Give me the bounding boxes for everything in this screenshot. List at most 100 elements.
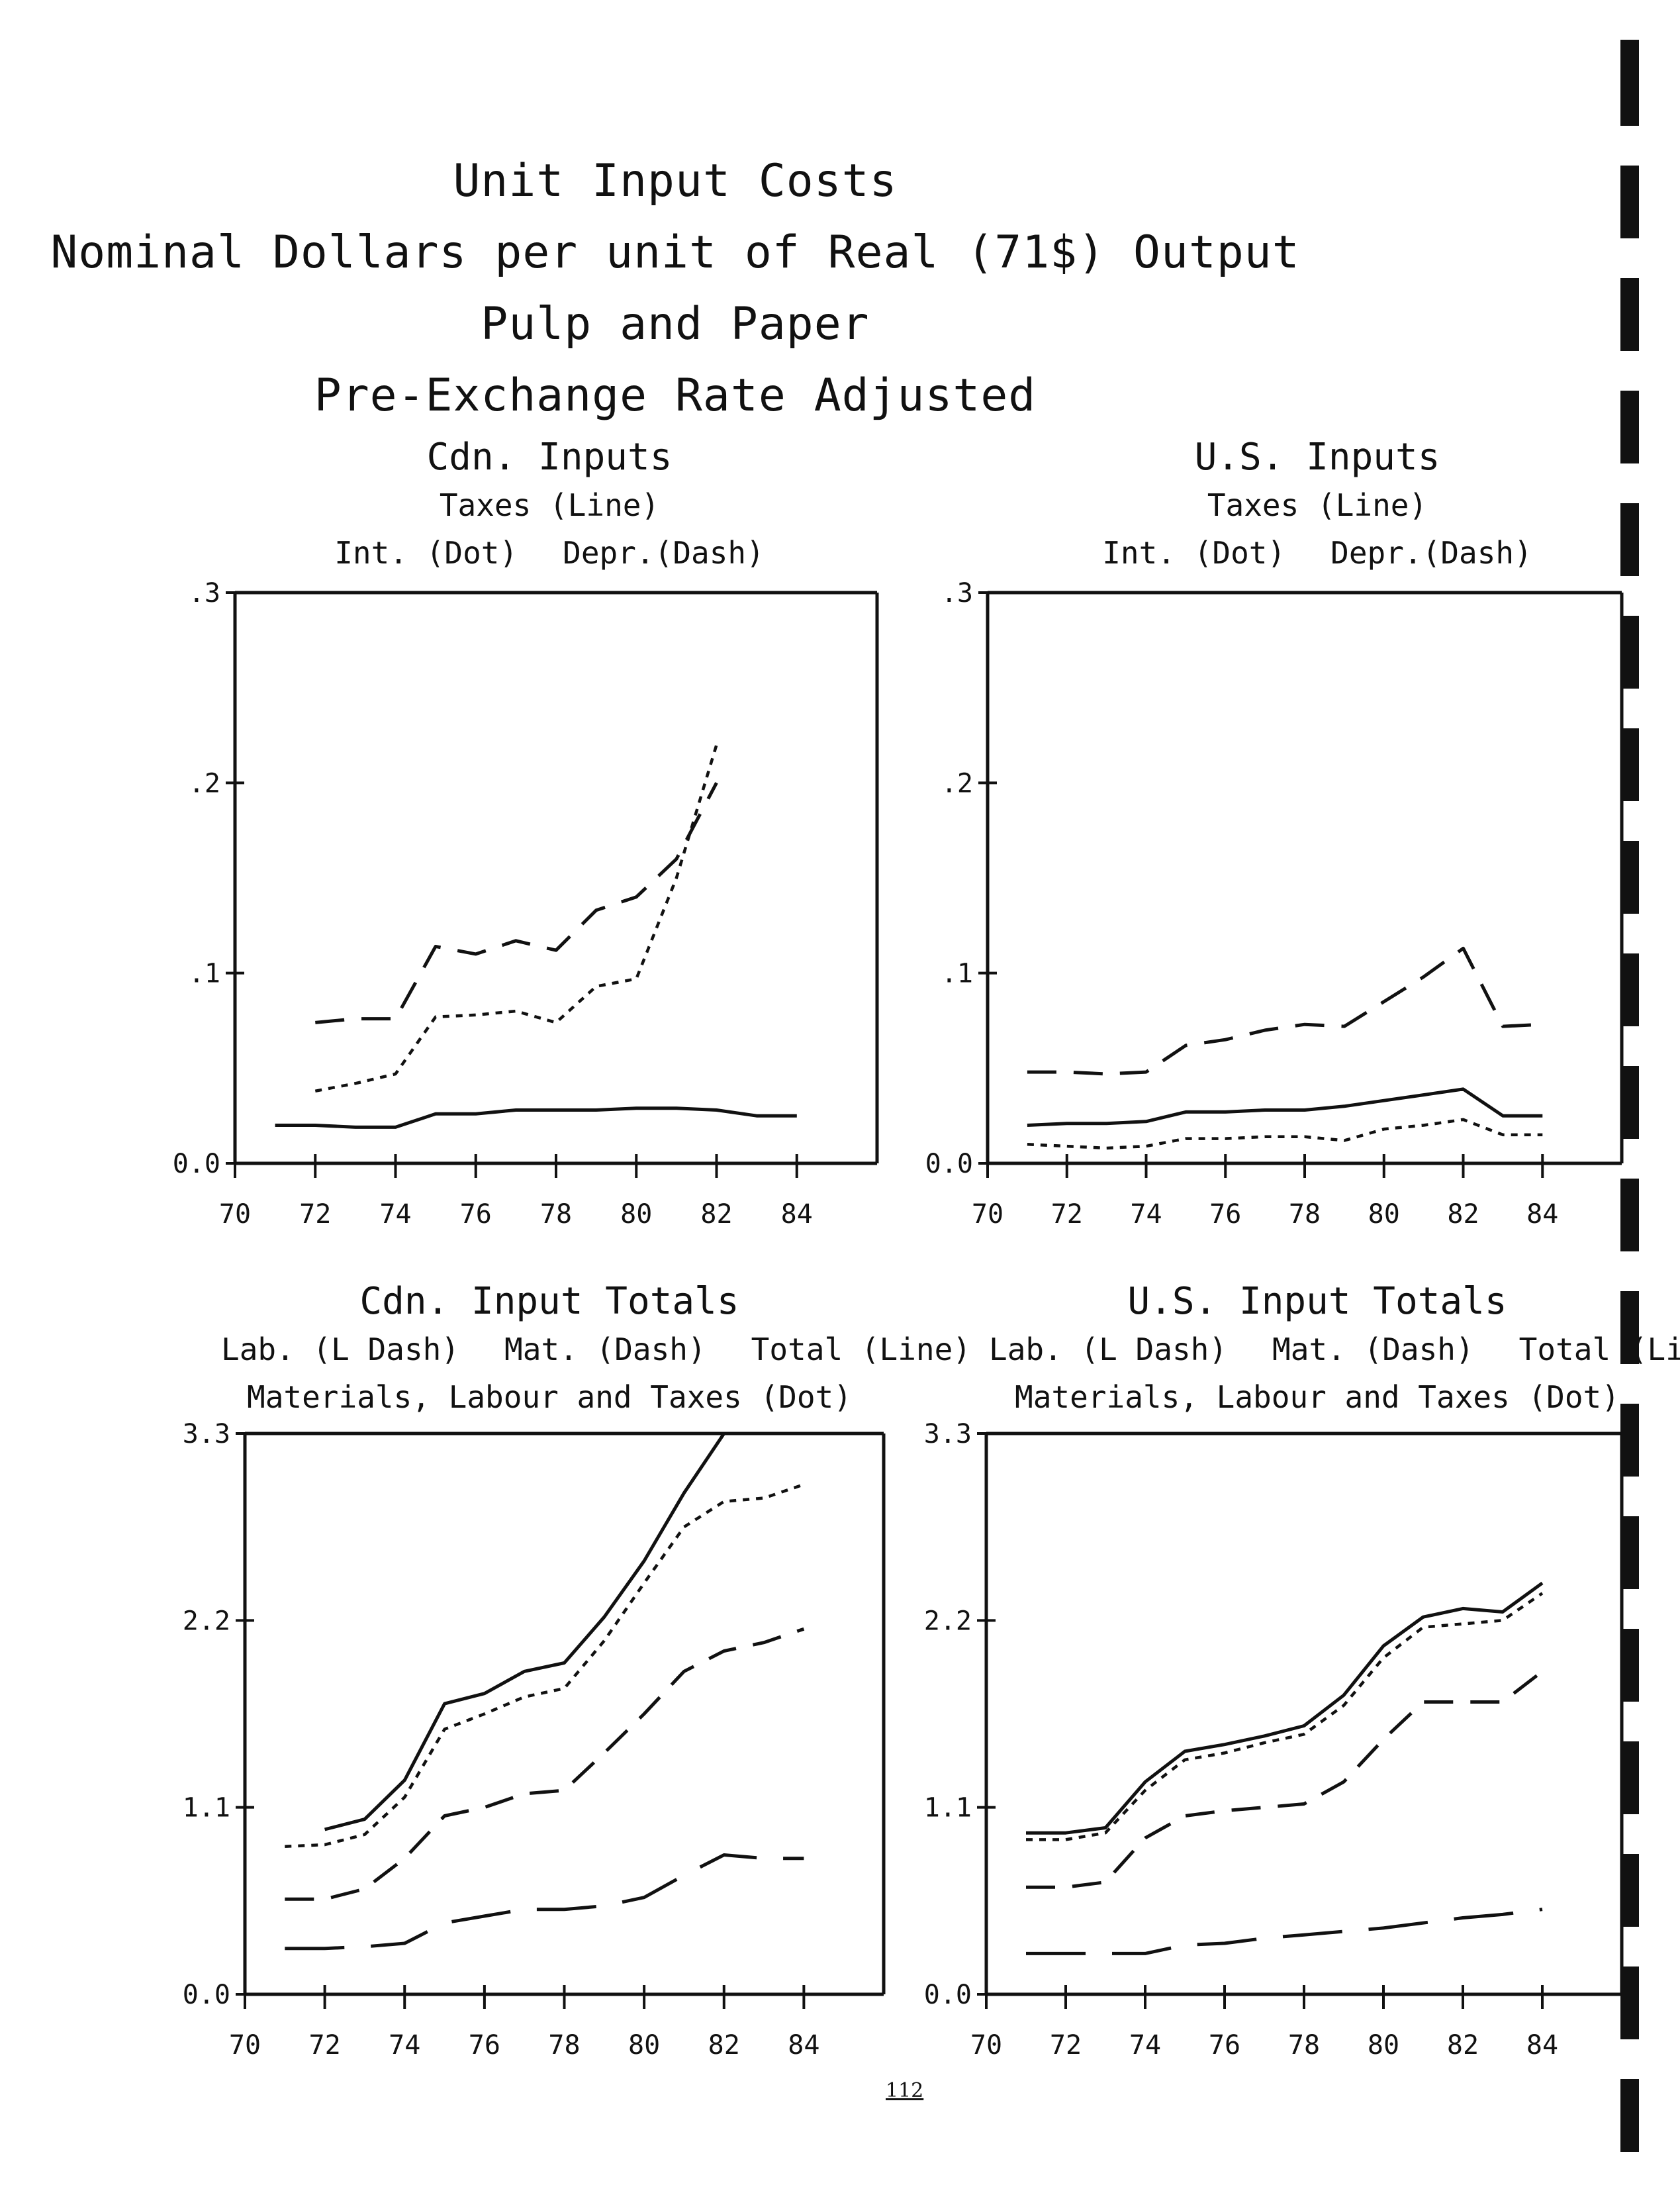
cdn-inputs-series-taxes bbox=[275, 1106, 797, 1129]
binding-mark bbox=[1620, 503, 1639, 576]
cdn-inputs-y-tick-label: .2 bbox=[189, 768, 220, 799]
us-totals-x-tick-label: 80 bbox=[1368, 2030, 1399, 2061]
us-totals-y-tick-label: 2.2 bbox=[924, 1606, 972, 1636]
binding-mark bbox=[1620, 1404, 1639, 1477]
us-totals-legend-row-2: Materials, Labour and Taxes (Dot) bbox=[966, 1373, 1668, 1421]
us-totals-x-tick-label: 84 bbox=[1526, 2030, 1558, 2061]
cdn-inputs-x-tick-label: 74 bbox=[379, 1199, 411, 1230]
us-totals-x-tick-label: 76 bbox=[1209, 2030, 1240, 2061]
us-inputs-x-tick-label: 72 bbox=[1051, 1199, 1083, 1230]
legend-taxes: Taxes (Line) bbox=[439, 487, 660, 523]
us-totals-x-tick-label: 82 bbox=[1447, 2030, 1479, 2061]
us-inputs-y-tick-label: .2 bbox=[941, 768, 973, 799]
legend-mat: Mat. (Dash) bbox=[1272, 1332, 1474, 1367]
cdn-totals-x-tick-label: 82 bbox=[708, 2030, 740, 2061]
binding-mark bbox=[1620, 391, 1639, 463]
binding-mark bbox=[1620, 1066, 1639, 1139]
us-totals-x-tick-label: 72 bbox=[1050, 2030, 1082, 2061]
cdn-inputs-x-tick-label: 84 bbox=[781, 1199, 813, 1230]
cdn-inputs-y-tick-label: .3 bbox=[189, 578, 220, 608]
title-line-2: Nominal Dollars per unit of Real (71$) O… bbox=[50, 226, 1300, 279]
cdn-totals-x-tick-label: 78 bbox=[548, 2030, 580, 2061]
cdn-totals-x-tick-label: 80 bbox=[628, 2030, 660, 2061]
us-inputs-x-tick-label: 78 bbox=[1289, 1199, 1321, 1230]
us-inputs-x-tick-label: 80 bbox=[1368, 1199, 1400, 1230]
cdn-inputs-y-tick-label: 0.0 bbox=[173, 1149, 220, 1179]
us-inputs-x-tick-label: 84 bbox=[1526, 1199, 1558, 1230]
binding-mark bbox=[1620, 2079, 1639, 2152]
us-inputs-heading: U.S. Inputs Taxes (Line) Int. (Dot) Depr.… bbox=[993, 434, 1642, 577]
us-totals-title: U.S. Input Totals bbox=[1127, 1280, 1507, 1323]
cdn-inputs-x-tick-label: 80 bbox=[620, 1199, 652, 1230]
us-totals-series-lab bbox=[1026, 1908, 1543, 1955]
cdn-totals-x-tick-label: 74 bbox=[389, 2030, 420, 2061]
cdn-totals-series-mat bbox=[285, 1627, 805, 1901]
binding-mark bbox=[1620, 1629, 1639, 1702]
cdn-totals-heading: Cdn. Input Totals Lab. (L Dash) Mat. (Das… bbox=[199, 1278, 971, 1421]
cdn-totals-series-lab bbox=[285, 1853, 804, 1951]
cdn-totals-legend-row-2: Materials, Labour and Taxes (Dot) bbox=[199, 1373, 900, 1421]
legend-int: Int. (Dot) bbox=[1102, 535, 1286, 571]
cdn-totals-y-tick-label: 2.2 bbox=[183, 1606, 230, 1636]
cdn-inputs-x-tick-label: 78 bbox=[540, 1199, 572, 1230]
binding-mark bbox=[1620, 728, 1639, 801]
us-totals-y-tick-label: 3.3 bbox=[924, 1419, 972, 1449]
us-totals-y-tick-label: 0.0 bbox=[924, 1980, 972, 2010]
cdn-totals-series-total bbox=[324, 1432, 725, 1831]
us-inputs-x-tick-label: 76 bbox=[1209, 1199, 1241, 1230]
binding-mark bbox=[1620, 1741, 1639, 1814]
legend-int: Int. (Dot) bbox=[334, 535, 518, 571]
us-inputs-series-int bbox=[1027, 1118, 1543, 1150]
cdn-inputs-legend-row-1: Taxes (Line) bbox=[225, 481, 874, 529]
main-title: Unit Input Costs Nominal Dollars per uni… bbox=[0, 146, 1350, 432]
us-totals-legend-row-1: Lab. (L Dash) Mat. (Dash) Total (Line) bbox=[966, 1326, 1680, 1373]
us-inputs-title: U.S. Inputs bbox=[1194, 436, 1440, 479]
us-inputs-y-tick-label: .1 bbox=[941, 959, 973, 989]
cdn-totals-legend-row-1: Lab. (L Dash) Mat. (Dash) Total (Line) bbox=[199, 1326, 971, 1373]
binding-mark bbox=[1620, 1291, 1639, 1364]
cdn-inputs-x-tick-label: 82 bbox=[700, 1199, 732, 1230]
cdn-inputs-legend-row-2: Int. (Dot) Depr.(Dash) bbox=[225, 529, 874, 577]
us-totals-x-tick-label: 70 bbox=[970, 2030, 1002, 2061]
us-totals-heading: U.S. Input Totals Lab. (L Dash) Mat. (Das… bbox=[966, 1278, 1680, 1421]
cdn-totals-x-tick-label: 72 bbox=[309, 2030, 341, 2061]
us-inputs-legend-row-2: Int. (Dot) Depr.(Dash) bbox=[993, 529, 1642, 577]
cdn-inputs-x-tick-label: 76 bbox=[460, 1199, 492, 1230]
title-line-3: Pulp and Paper bbox=[481, 298, 870, 350]
us-inputs-legend-row-1: Taxes (Line) bbox=[993, 481, 1642, 529]
title-line-4: Pre-Exchange Rate Adjusted bbox=[314, 369, 1037, 422]
legend-taxes: Taxes (Line) bbox=[1207, 487, 1428, 523]
legend-lab: Lab. (L Dash) bbox=[221, 1332, 460, 1367]
cdn-totals-x-tick-label: 76 bbox=[469, 2030, 500, 2061]
legend-mat: Mat. (Dash) bbox=[504, 1332, 706, 1367]
cdn-totals-y-tick-label: 0.0 bbox=[183, 1980, 230, 2010]
cdn-inputs-series-depr bbox=[315, 782, 718, 1024]
cdn-totals-x-tick-label: 84 bbox=[788, 2030, 819, 2061]
binding-mark bbox=[1620, 166, 1639, 238]
cdn-totals-x-tick-label: 70 bbox=[229, 2030, 261, 2061]
us-inputs-x-tick-label: 82 bbox=[1447, 1199, 1479, 1230]
us-totals-series-mat bbox=[1026, 1670, 1544, 1889]
cdn-inputs-heading: Cdn. Inputs Taxes (Line) Int. (Dot) Depr.… bbox=[225, 434, 874, 577]
page-number: 112 bbox=[886, 2079, 924, 2102]
legend-mlt: Materials, Labour and Taxes (Dot) bbox=[247, 1379, 852, 1415]
binding-mark bbox=[1620, 841, 1639, 914]
cdn-inputs-x-tick-label: 72 bbox=[299, 1199, 331, 1230]
us-inputs-y-tick-label: .3 bbox=[941, 578, 973, 608]
us-totals-series-materials-labour-and-taxes bbox=[1026, 1592, 1544, 1841]
us-totals-y-tick-label: 1.1 bbox=[924, 1793, 972, 1823]
binding-mark bbox=[1620, 40, 1639, 126]
legend-depr: Depr.(Dash) bbox=[1330, 535, 1532, 571]
binding-mark bbox=[1620, 1179, 1639, 1251]
cdn-totals-series-materials-labour-and-taxes bbox=[285, 1482, 805, 1848]
legend-depr: Depr.(Dash) bbox=[563, 535, 765, 571]
us-inputs-x-tick-label: 74 bbox=[1130, 1199, 1162, 1230]
cdn-inputs-x-tick-label: 70 bbox=[219, 1199, 251, 1230]
legend-total: Total (Line) bbox=[751, 1332, 972, 1367]
us-totals-series-total bbox=[1026, 1581, 1544, 1835]
binding-mark bbox=[1620, 953, 1639, 1026]
legend-total: Total (Line) bbox=[1518, 1332, 1680, 1367]
cdn-totals-y-tick-label: 3.3 bbox=[183, 1419, 230, 1449]
